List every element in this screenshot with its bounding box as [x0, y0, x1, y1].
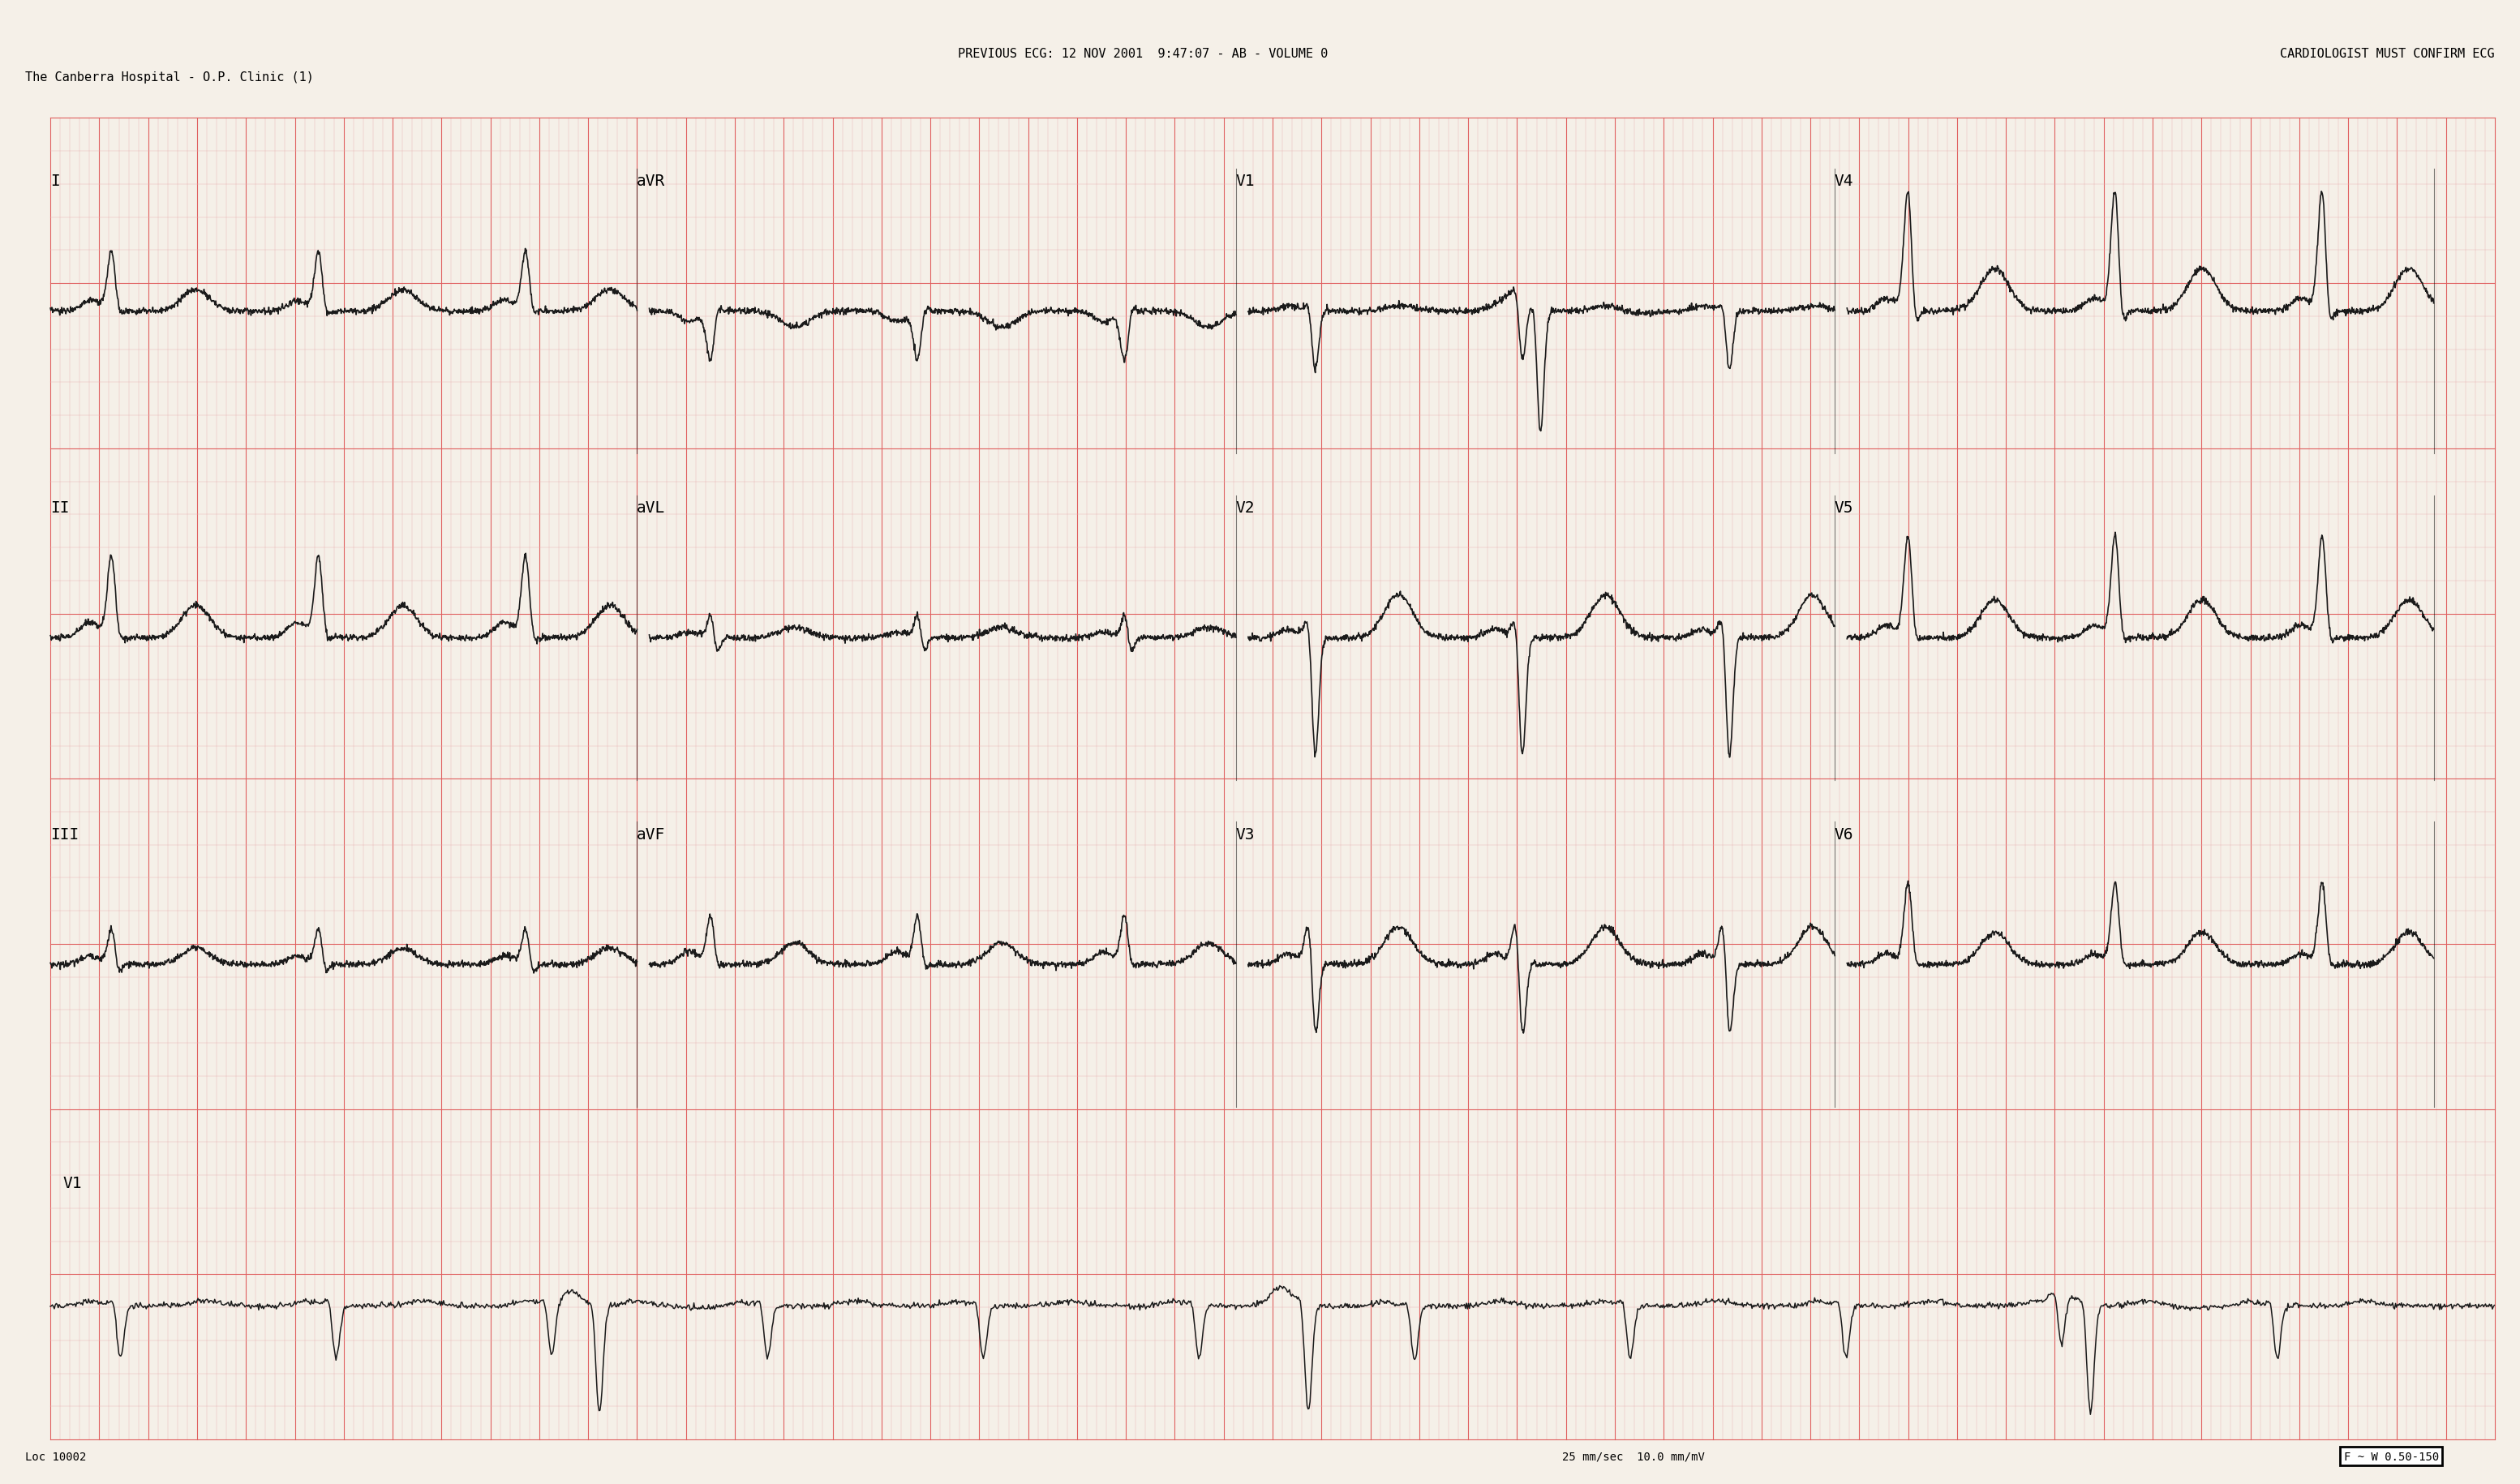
- Text: V2: V2: [1235, 500, 1255, 515]
- Text: aVL: aVL: [638, 500, 665, 515]
- Text: CARDIOLOGIST MUST CONFIRM ECG: CARDIOLOGIST MUST CONFIRM ECG: [2281, 47, 2495, 59]
- Text: V6: V6: [1835, 827, 1855, 841]
- Text: PREVIOUS ECG: 12 NOV 2001  9:47:07 - AB - VOLUME 0: PREVIOUS ECG: 12 NOV 2001 9:47:07 - AB -…: [958, 47, 1328, 59]
- Text: V1: V1: [63, 1175, 83, 1190]
- Text: V4: V4: [1835, 174, 1855, 188]
- Text: aVF: aVF: [638, 827, 665, 841]
- Text: aVR: aVR: [638, 174, 665, 188]
- Text: F ~ W 0.50-150: F ~ W 0.50-150: [2344, 1450, 2439, 1462]
- Text: V5: V5: [1835, 500, 1855, 515]
- Text: Loc 10002: Loc 10002: [25, 1450, 86, 1462]
- Text: 25 mm/sec  10.0 mm/mV: 25 mm/sec 10.0 mm/mV: [1562, 1450, 1706, 1462]
- Text: The Canberra Hospital - O.P. Clinic (1): The Canberra Hospital - O.P. Clinic (1): [25, 71, 315, 83]
- Text: V1: V1: [1235, 174, 1255, 188]
- Text: II: II: [50, 500, 71, 515]
- Text: III: III: [50, 827, 78, 841]
- Text: V3: V3: [1235, 827, 1255, 841]
- Text: I: I: [50, 174, 60, 188]
